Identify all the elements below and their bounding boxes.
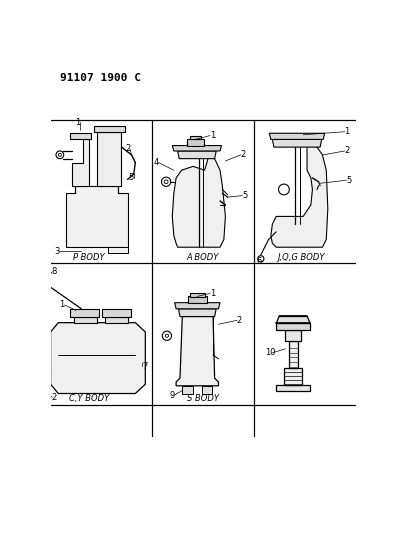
Text: C,Y BODY: C,Y BODY: [69, 394, 109, 403]
Text: J,Q,G BODY: J,Q,G BODY: [277, 253, 325, 262]
Polygon shape: [202, 386, 212, 393]
Text: A BODY: A BODY: [187, 253, 219, 262]
Polygon shape: [172, 156, 225, 247]
Text: 10: 10: [265, 348, 275, 357]
Circle shape: [164, 180, 168, 184]
Polygon shape: [276, 316, 310, 324]
Bar: [70, 309, 99, 317]
Polygon shape: [97, 132, 121, 185]
Text: 1: 1: [60, 301, 65, 310]
Text: 91107 1900 C: 91107 1900 C: [60, 73, 141, 83]
Text: 2: 2: [241, 150, 246, 159]
Polygon shape: [172, 146, 222, 151]
Bar: [190, 135, 201, 140]
Polygon shape: [176, 317, 218, 386]
Circle shape: [258, 256, 264, 262]
Text: P BODY: P BODY: [73, 253, 105, 262]
Polygon shape: [72, 140, 89, 185]
Text: 5: 5: [346, 176, 351, 185]
Polygon shape: [178, 151, 216, 159]
Polygon shape: [182, 386, 193, 393]
Bar: [102, 309, 131, 317]
Circle shape: [162, 331, 172, 341]
Text: 1: 1: [210, 289, 215, 298]
Polygon shape: [74, 317, 97, 322]
Text: 4: 4: [154, 158, 159, 167]
Text: 5: 5: [129, 173, 134, 182]
Text: 1: 1: [210, 131, 215, 140]
Text: 8: 8: [52, 268, 57, 276]
Polygon shape: [66, 185, 127, 247]
Circle shape: [58, 154, 62, 156]
Circle shape: [279, 184, 289, 195]
Text: S BODY: S BODY: [187, 394, 219, 403]
Polygon shape: [276, 324, 310, 329]
Polygon shape: [289, 341, 298, 368]
Polygon shape: [272, 140, 322, 147]
Text: 2: 2: [52, 393, 57, 402]
Text: 1: 1: [345, 127, 350, 136]
Polygon shape: [284, 368, 303, 385]
Polygon shape: [178, 309, 216, 317]
Polygon shape: [276, 385, 310, 391]
Polygon shape: [269, 133, 325, 140]
Polygon shape: [104, 317, 127, 322]
Text: 5: 5: [242, 191, 247, 200]
Polygon shape: [285, 329, 301, 341]
Text: 9: 9: [170, 391, 175, 400]
Polygon shape: [51, 322, 145, 393]
Polygon shape: [94, 126, 125, 132]
Bar: [188, 296, 207, 303]
Polygon shape: [70, 133, 91, 140]
Bar: [190, 293, 204, 296]
Text: 7: 7: [142, 362, 147, 371]
Text: 6: 6: [256, 256, 262, 265]
Text: 3: 3: [54, 247, 60, 255]
Text: 2: 2: [237, 316, 242, 325]
Circle shape: [165, 334, 168, 337]
Bar: [187, 140, 204, 146]
Text: 2: 2: [125, 144, 130, 153]
Polygon shape: [108, 247, 127, 253]
Polygon shape: [175, 303, 220, 309]
Text: 1: 1: [75, 118, 80, 127]
Circle shape: [162, 177, 171, 187]
Circle shape: [56, 151, 64, 159]
Polygon shape: [271, 143, 328, 247]
Text: 2: 2: [345, 147, 350, 156]
